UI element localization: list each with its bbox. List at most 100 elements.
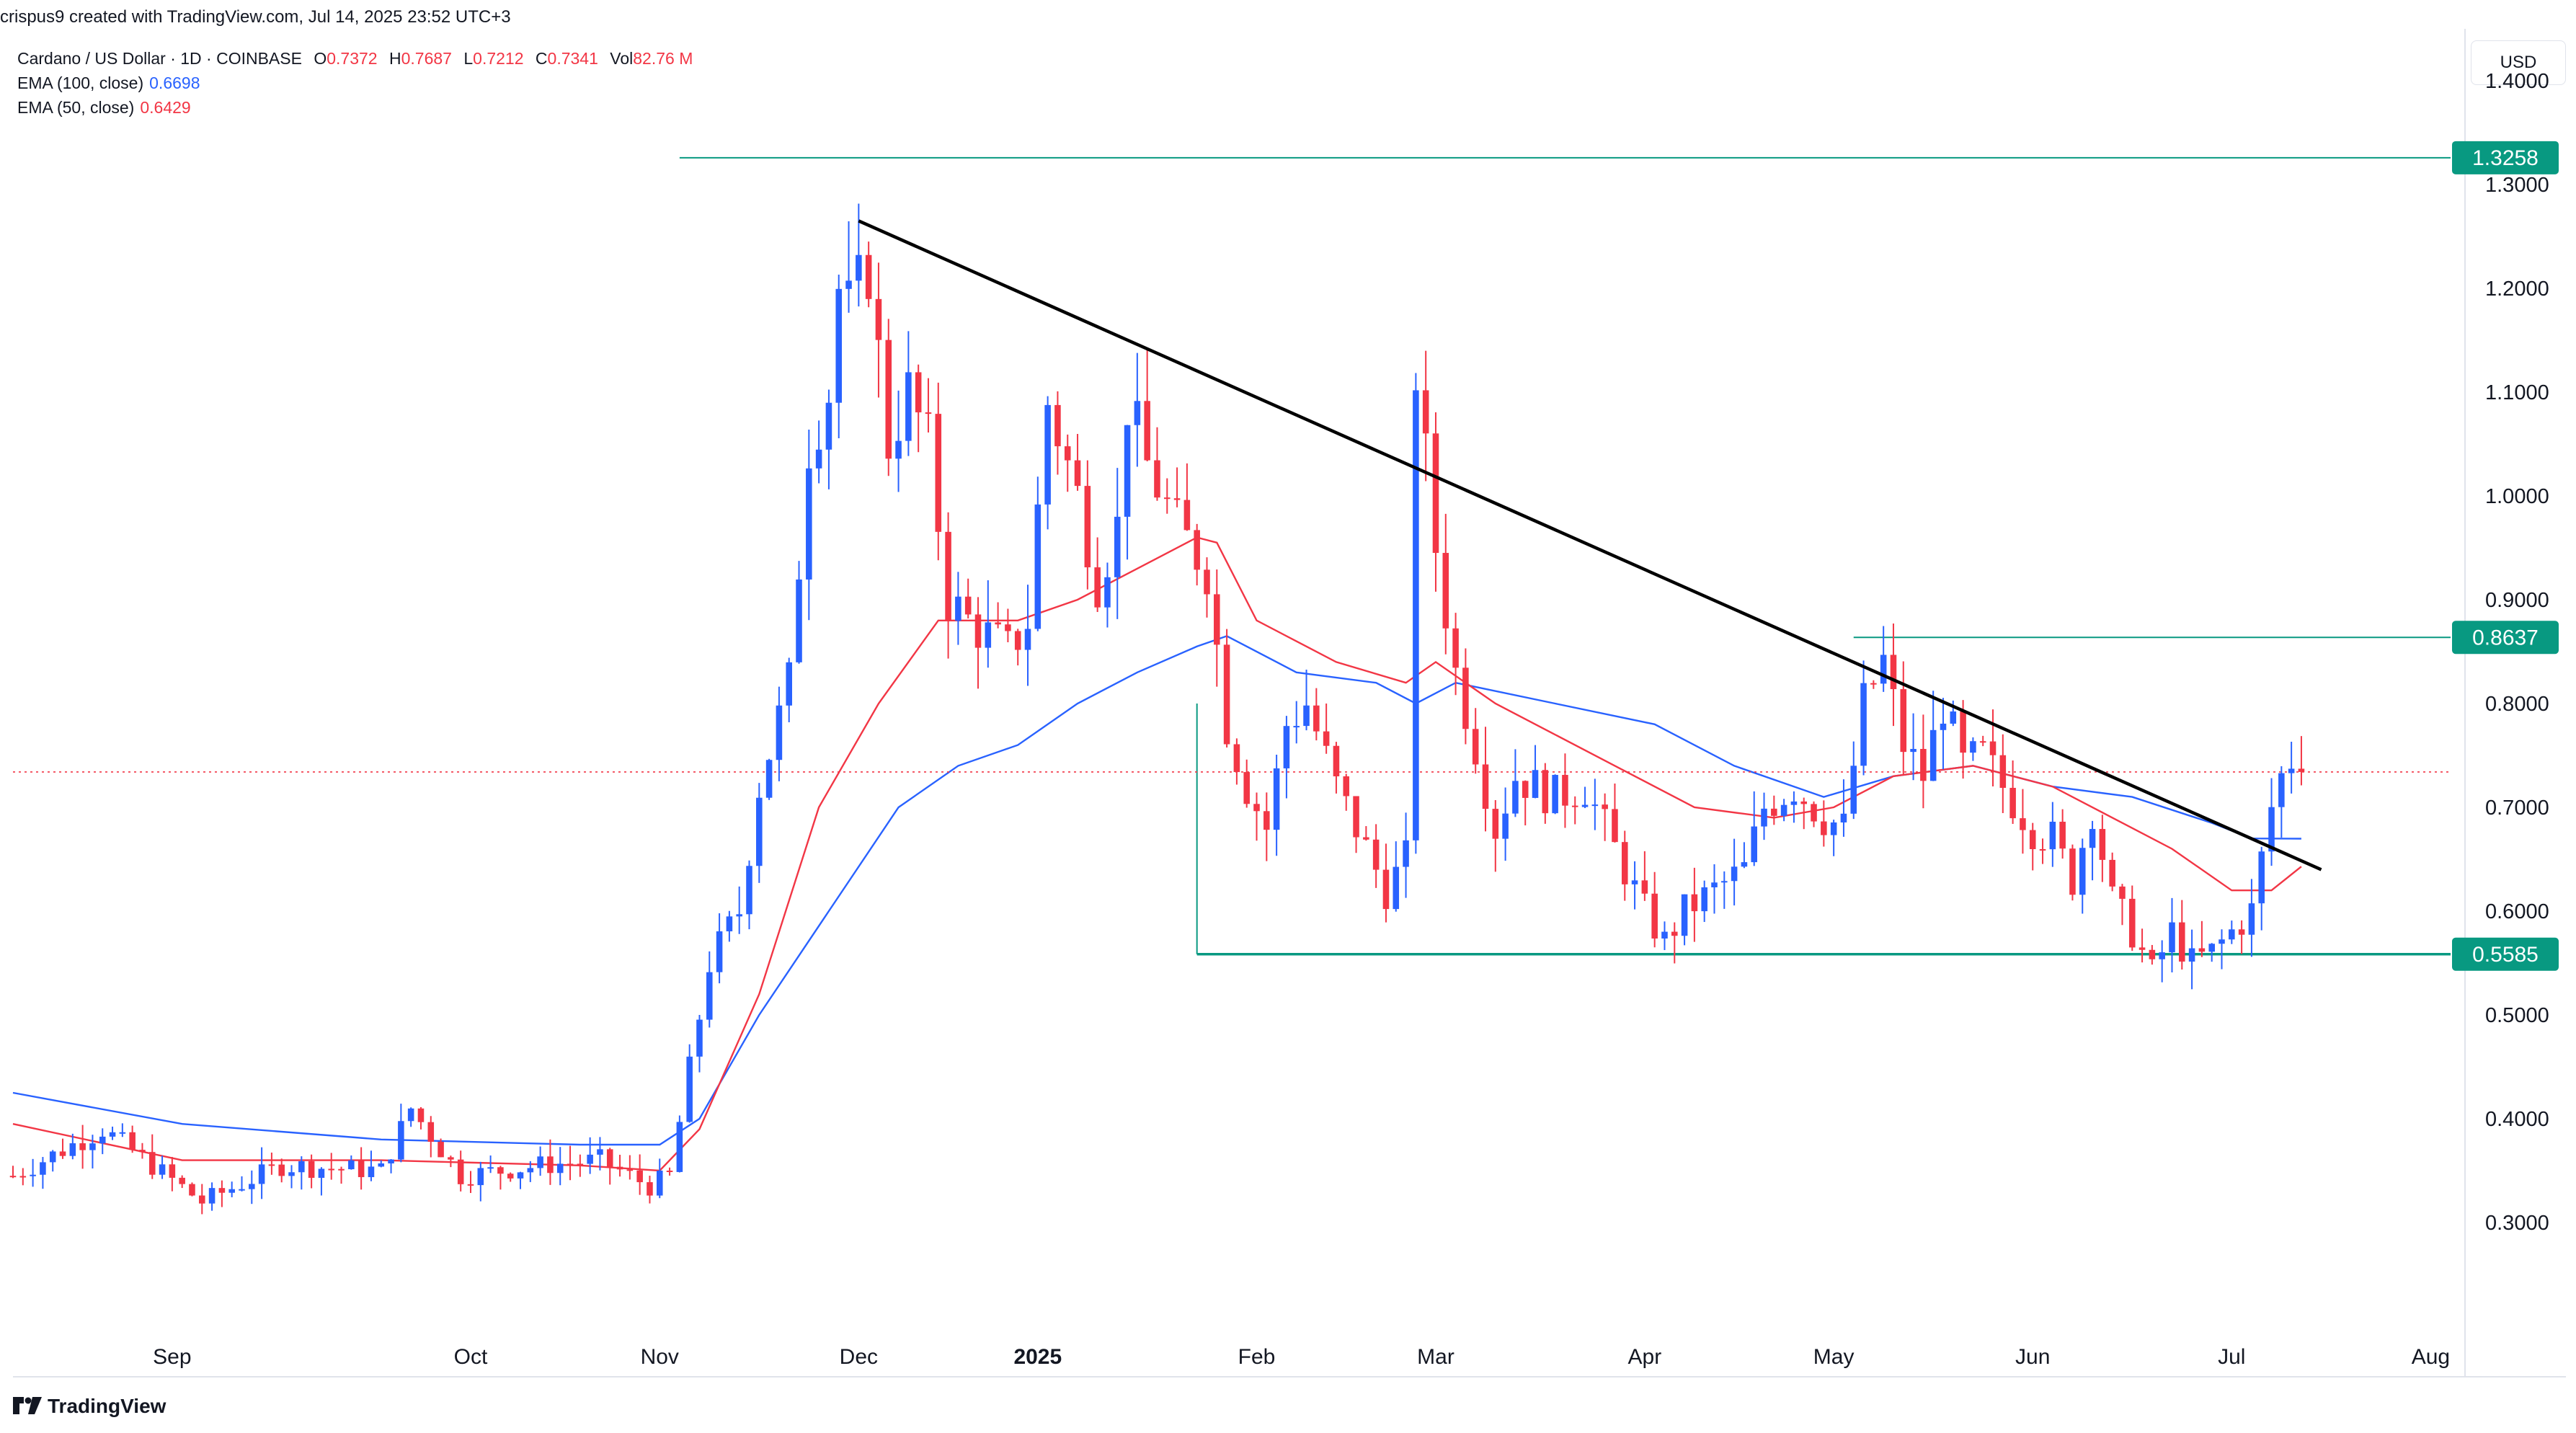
level-tag-bg [2452,141,2559,174]
candle-body [427,1122,435,1142]
ema50-line [12,536,2302,1172]
candle [497,1166,504,1190]
currency-button[interactable]: USD [2471,40,2566,85]
candle-body [1253,804,1260,812]
candle-body [1134,401,1141,425]
ema50-label: EMA (50, close) [17,98,135,117]
candle [1144,349,1150,461]
candle [1173,467,1181,507]
candle [1522,780,1529,826]
candle-body [1034,504,1041,629]
candle [69,1133,76,1160]
candle-body [228,1189,235,1193]
candle [1910,713,1917,781]
candle-body [1621,842,1628,884]
candle-body [328,1168,335,1171]
candle-body [905,372,912,441]
candle [1134,352,1141,467]
candle [427,1116,435,1158]
candle [905,331,912,456]
candle-body [1950,711,1957,724]
candle [2149,944,2156,965]
candle-body [885,340,892,459]
candle-body [2049,821,2056,850]
candle [1821,800,1827,847]
footer-brand[interactable]: TradingView [13,1395,166,1419]
candle [845,221,852,313]
candle [477,1161,484,1202]
candle [1790,791,1798,823]
candle-body [1552,775,1558,814]
candle [2278,766,2285,838]
candle-body [935,414,942,532]
candle-body [756,797,763,866]
candle [1084,460,1091,590]
candle-body [1044,404,1051,505]
candle [1691,867,1698,942]
candle-body [1571,805,1578,807]
candle [189,1182,195,1197]
candle [99,1128,106,1155]
candle-body [815,449,822,469]
candle [1771,795,1777,825]
legend-ema50-row[interactable]: EMA (50, close) 0.6429 [17,95,693,120]
y-tick-label: 1.1000 [2485,381,2549,404]
candle [1104,562,1111,628]
candle-body [89,1143,96,1150]
candle [567,1145,574,1181]
y-tick-label: 1.0000 [2485,485,2549,508]
candle [1960,700,1966,779]
candle [985,580,992,668]
candle-body [517,1172,524,1179]
candle [2288,742,2295,794]
candle [1920,714,1927,809]
candle-body [148,1152,156,1175]
candle-body [2278,773,2285,807]
candle-body [169,1164,176,1178]
x-tick-label: Mar [1417,1345,1454,1369]
candle [1552,774,1558,815]
candle-body [2229,929,2235,940]
legend-ema100-row[interactable]: EMA (100, close) 0.6698 [17,71,693,95]
candle [995,602,1001,629]
candle [338,1166,345,1184]
candle-body [1562,775,1568,806]
candle [2020,789,2026,854]
high-label: H [388,49,401,68]
candle-body [467,1184,474,1186]
candle-body [1741,862,1748,867]
candle [1681,894,1688,946]
level-layer [13,156,2451,956]
close-label: C [535,49,548,68]
candle-body [1194,530,1200,570]
candle [1293,701,1300,744]
low-label: L [463,49,474,68]
candle-body [417,1108,425,1122]
candle [19,1168,27,1186]
x-tick-label: Sep [153,1345,191,1369]
candle [2039,838,2046,864]
candle [2229,920,2235,944]
candle-body [567,1163,574,1166]
candle-body [606,1149,613,1167]
candle-body [119,1132,126,1134]
candle-body [1452,628,1459,668]
x-tick-label: Oct [454,1345,488,1369]
candle-body [835,288,843,403]
level-tag-bg [2452,937,2559,971]
y-tick-label: 0.4000 [2485,1108,2549,1131]
candle-body [19,1176,27,1178]
candle [318,1167,325,1196]
candle-body [806,468,812,580]
candle [1989,709,1997,787]
candle-body [726,916,733,932]
candle [1462,648,1469,745]
candle-body [2268,807,2275,852]
candle [2009,760,2016,825]
candle [676,1115,683,1173]
candle [2219,929,2225,970]
candle-body [1074,460,1081,487]
candle-body [159,1164,166,1175]
symbol-name[interactable]: Cardano / US Dollar · 1D · COINBASE [17,49,302,68]
